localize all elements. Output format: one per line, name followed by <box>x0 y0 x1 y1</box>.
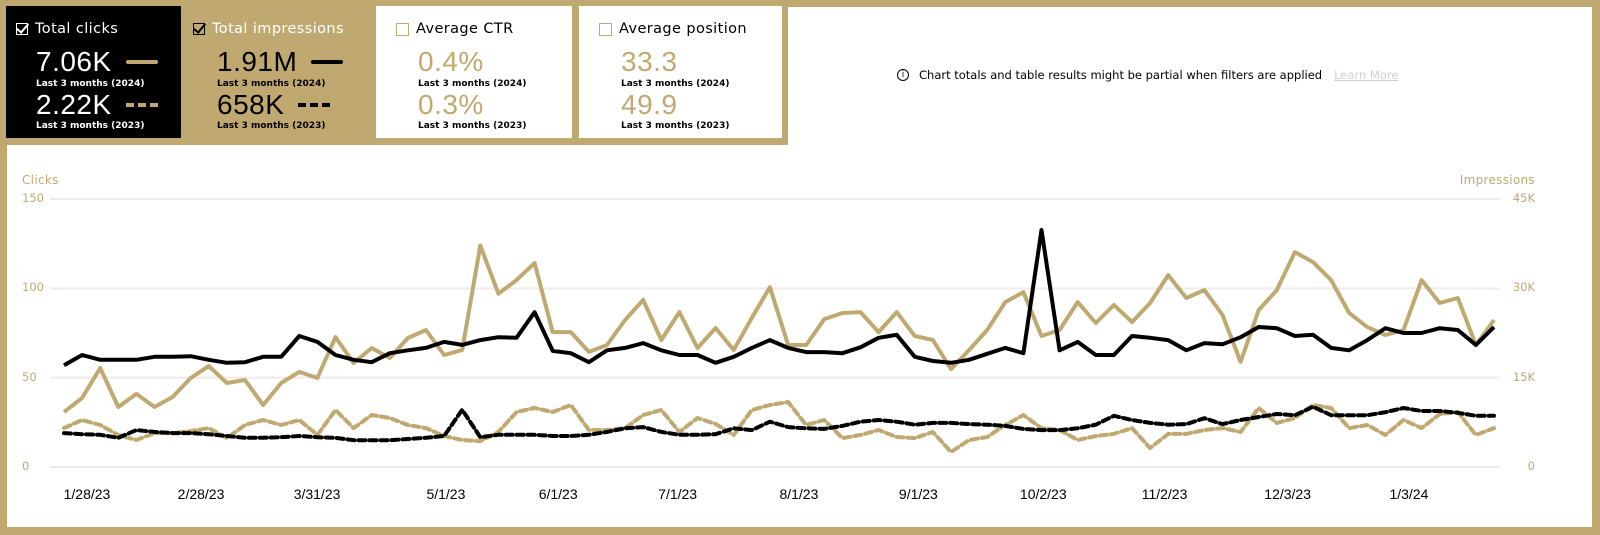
legend-dashed-line-icon <box>125 103 158 107</box>
card-title: Total impressions <box>212 21 344 37</box>
metric-previous: 658K <box>217 89 331 120</box>
metric-period: Last 3 months (2024) <box>36 79 145 89</box>
metric-value: 33.3 <box>621 46 678 77</box>
x-axis-tick: 6/1/23 <box>538 486 578 502</box>
metric-period: Last 3 months (2023) <box>36 121 145 131</box>
info-icon: i <box>897 69 909 81</box>
card-header[interactable]: Average position <box>599 21 747 37</box>
x-axis-tick: 5/1/23 <box>426 486 466 502</box>
card-header[interactable]: Average CTR <box>396 21 514 37</box>
series-line-total-impressions-2024[interactable] <box>63 228 1496 367</box>
checkbox-checked-icon[interactable] <box>16 23 28 35</box>
metric-previous: 49.9 <box>621 91 678 119</box>
card-total-clicks[interactable]: Total clicks 7.06K Last 3 months (2024) … <box>6 6 181 138</box>
metric-previous: 0.3% <box>418 91 484 119</box>
y-axis-tick-right: 30K <box>1512 280 1535 295</box>
x-axis-tick: 2/28/23 <box>177 486 225 502</box>
metric-previous: 2.22K <box>36 91 158 119</box>
y-axis-tick-right: 15K <box>1512 369 1535 384</box>
checkbox-checked-icon[interactable] <box>193 23 205 35</box>
metric-value: 1.91M <box>217 46 298 77</box>
metric-value: 2.22K <box>36 89 112 120</box>
metric-current: 0.4% <box>418 48 484 76</box>
metric-value: 0.3% <box>418 89 484 120</box>
metric-period: Last 3 months (2023) <box>217 121 326 131</box>
x-axis-tick: 1/28/23 <box>63 486 111 502</box>
metric-period: Last 3 months (2023) <box>418 121 527 131</box>
x-axis-tick: 11/2/23 <box>1141 486 1188 502</box>
learn-more-link[interactable]: Learn More <box>1334 68 1399 82</box>
card-title: Average CTR <box>416 21 514 37</box>
y-axis-tick-left: 150 <box>22 191 44 205</box>
x-axis-tick: 3/31/23 <box>293 486 341 502</box>
metric-value: 0.4% <box>418 46 484 77</box>
legend-solid-line-icon <box>311 60 344 64</box>
checkbox-empty-icon[interactable] <box>396 22 409 36</box>
notice-text: Chart totals and table results might be … <box>919 68 1323 82</box>
y-axis-tick-right: 0 <box>1527 459 1535 473</box>
card-title: Average position <box>619 21 747 37</box>
checkbox-empty-icon[interactable] <box>599 22 612 36</box>
x-axis-tick: 7/1/23 <box>658 486 698 502</box>
metric-current: 7.06K <box>36 48 158 76</box>
card-total-impressions[interactable]: Total impressions 1.91M Last 3 months (2… <box>183 6 370 138</box>
y-axis-tick-left: 100 <box>22 280 44 295</box>
y-axis-tick-left: 0 <box>22 459 30 473</box>
metric-current: 33.3 <box>621 48 678 76</box>
right-axis-title: Impressions <box>1459 173 1535 187</box>
metric-period: Last 3 months (2023) <box>621 121 730 131</box>
left-axis-title: Clicks <box>22 173 59 187</box>
legend-dashed-line-icon <box>298 103 331 107</box>
card-title: Total clicks <box>35 21 119 37</box>
card-average-position[interactable]: Average position 33.3 Last 3 months (202… <box>579 6 782 138</box>
metric-current: 1.91M <box>217 46 344 77</box>
card-average-ctr[interactable]: Average CTR 0.4% Last 3 months (2024) 0.… <box>376 6 572 138</box>
card-header[interactable]: Total clicks <box>16 21 118 37</box>
series-line-total-impressions-2023[interactable] <box>62 404 1496 443</box>
y-axis-tick-right: 45K <box>1512 191 1535 205</box>
series-line-total-clicks-2024[interactable] <box>62 243 1496 414</box>
metric-value: 658K <box>217 89 285 120</box>
card-header[interactable]: Total impressions <box>193 21 344 37</box>
x-axis-tick: 1/3/24 <box>1389 486 1429 502</box>
legend-solid-line-icon <box>125 60 158 64</box>
partial-data-notice: i Chart totals and table results might b… <box>897 68 1398 82</box>
metric-value: 49.9 <box>621 89 678 120</box>
metric-period: Last 3 months (2024) <box>621 79 730 89</box>
metric-period: Last 3 months (2024) <box>217 79 326 89</box>
x-axis-tick: 8/1/23 <box>779 486 819 502</box>
metric-value: 7.06K <box>36 46 112 77</box>
x-axis-tick: 10/2/23 <box>1019 486 1067 502</box>
series-line-total-clicks-2023[interactable] <box>62 400 1496 454</box>
x-axis-tick: 12/3/23 <box>1264 486 1311 502</box>
x-axis-tick: 9/1/23 <box>898 486 938 502</box>
metric-cards: Total clicks 7.06K Last 3 months (2024) … <box>0 0 788 145</box>
y-axis-tick-left: 50 <box>22 369 37 384</box>
metric-period: Last 3 months (2024) <box>418 79 527 89</box>
